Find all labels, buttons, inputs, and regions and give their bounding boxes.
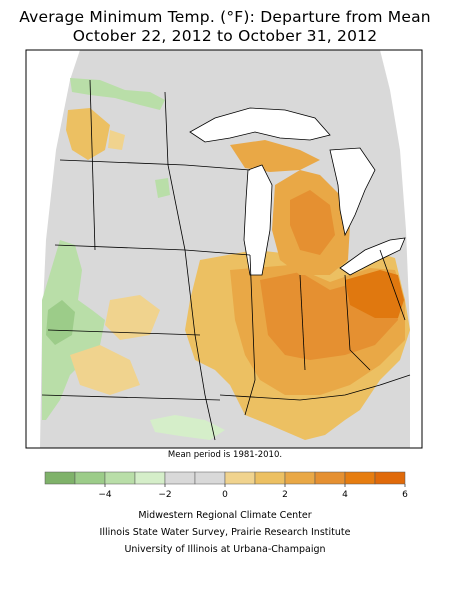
lake-erie [339,237,406,276]
legend-tick-label: 0 [222,490,228,500]
legend-tick-label: 4 [342,490,348,500]
legend-tick-label: −4 [98,490,112,500]
orange-region-peak-ohio [345,270,404,318]
border-mn-wi [184,164,251,171]
state-boundaries [41,79,411,441]
outside-domain-west [26,50,80,448]
mean-period-note: Mean period is 1981-2010. [167,450,283,460]
legend-swatch [194,471,226,485]
green-region-west [42,240,105,420]
border-oh-wv [344,274,371,371]
map-subtitle-dates: October 22, 2012 to October 31, 2012 [72,27,378,45]
border-in-oh [299,274,306,371]
credit-mrcc: Midwestern Regional Climate Center [138,510,312,521]
orange-region-kansas [70,345,140,395]
map-frame [25,49,423,449]
outside-domain-east [380,50,422,448]
border-ky-tn [219,374,411,401]
legend-tick-label: 2 [282,490,288,500]
lake-michigan [243,164,273,276]
border-ia-mo-north [184,249,251,256]
border-ks-ok [41,394,221,401]
border-west-dakotas [89,79,96,251]
green-region-west-core [46,300,75,345]
legend-swatch [164,471,196,485]
legend-swatch [74,471,106,485]
lake-huron [329,147,376,237]
legend-swatch [44,471,76,485]
green-spot-minnesota [155,178,170,198]
legend-tick-label: 6 [402,490,408,500]
legend-swatch [314,471,346,485]
border-sd-ne [54,244,186,251]
orange-region-iowa [105,295,160,340]
orange-spot-nw [108,130,125,150]
border-mn-wi-ia-mo [164,91,216,441]
credit-uiuc: University of Illinois at Urbana-Champai… [124,544,326,555]
legend-tick-label: −2 [158,490,171,500]
border-pa [379,249,406,321]
legend-swatch [374,471,406,485]
legend-swatch [254,471,286,485]
legend-swatch [224,471,256,485]
orange-region-michigan-core [290,190,335,255]
green-region-north [70,78,165,110]
lake-superior [189,107,331,143]
credit-isws: Illinois State Water Survey, Prairie Res… [99,527,351,538]
orange-region-upper-peninsula [230,140,320,172]
green-region-south [150,415,225,440]
legend-swatch [134,471,166,485]
legend-swatch [104,471,136,485]
border-ne-ks [47,329,201,336]
border-nd-sd [59,159,186,166]
map-title: Average Minimum Temp. (°F): Departure fr… [19,8,431,26]
border-il-in [244,254,256,416]
legend-swatch [344,471,376,485]
legend-swatch [284,471,316,485]
orange-region-northwest [66,108,110,160]
